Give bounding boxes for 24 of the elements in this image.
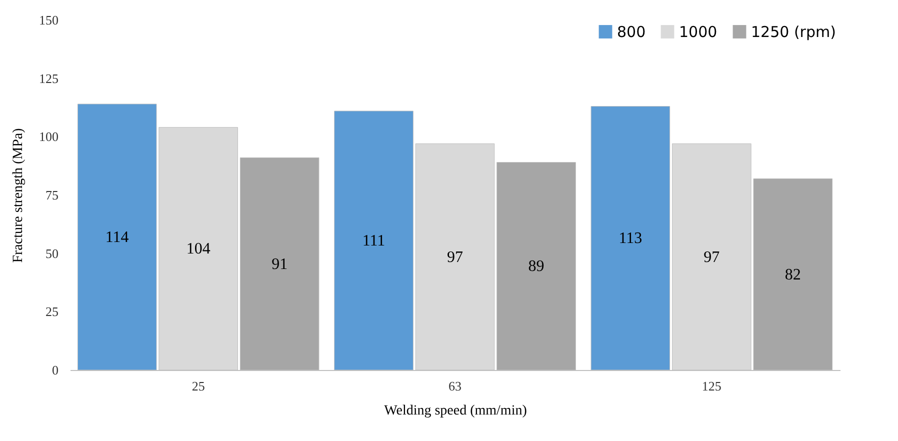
y-tick-label: 50 (46, 246, 58, 261)
data-label: 97 (704, 248, 720, 266)
x-tick-label: 25 (192, 378, 205, 394)
y-tick-label: 75 (46, 188, 58, 202)
legend-label: 1000 (679, 22, 718, 41)
data-label: 113 (618, 230, 642, 248)
y-tick-label: 150 (39, 12, 58, 28)
data-label: 97 (447, 248, 463, 266)
y-tick-label: 0 (52, 362, 58, 378)
data-label: 89 (528, 258, 544, 276)
data-label: 114 (105, 229, 129, 246)
data-label: 104 (186, 240, 210, 258)
x-tick-label: 63 (448, 378, 462, 394)
x-axis-title: Welding speed (mm/min) (384, 404, 528, 418)
y-tick-label: 25 (46, 304, 58, 320)
data-label: 91 (272, 256, 288, 273)
data-label: 82 (784, 266, 801, 284)
data-label: 111 (362, 232, 386, 250)
y-axis-title: Fracture strength (MPa) (11, 128, 26, 263)
y-tick-label: 100 (39, 129, 58, 144)
y-tick-label: 125 (39, 70, 58, 86)
legend-label: 1250 (rpm) (751, 22, 836, 41)
x-tick-label: 125 (702, 378, 722, 394)
legend-label: 800 (617, 22, 646, 41)
